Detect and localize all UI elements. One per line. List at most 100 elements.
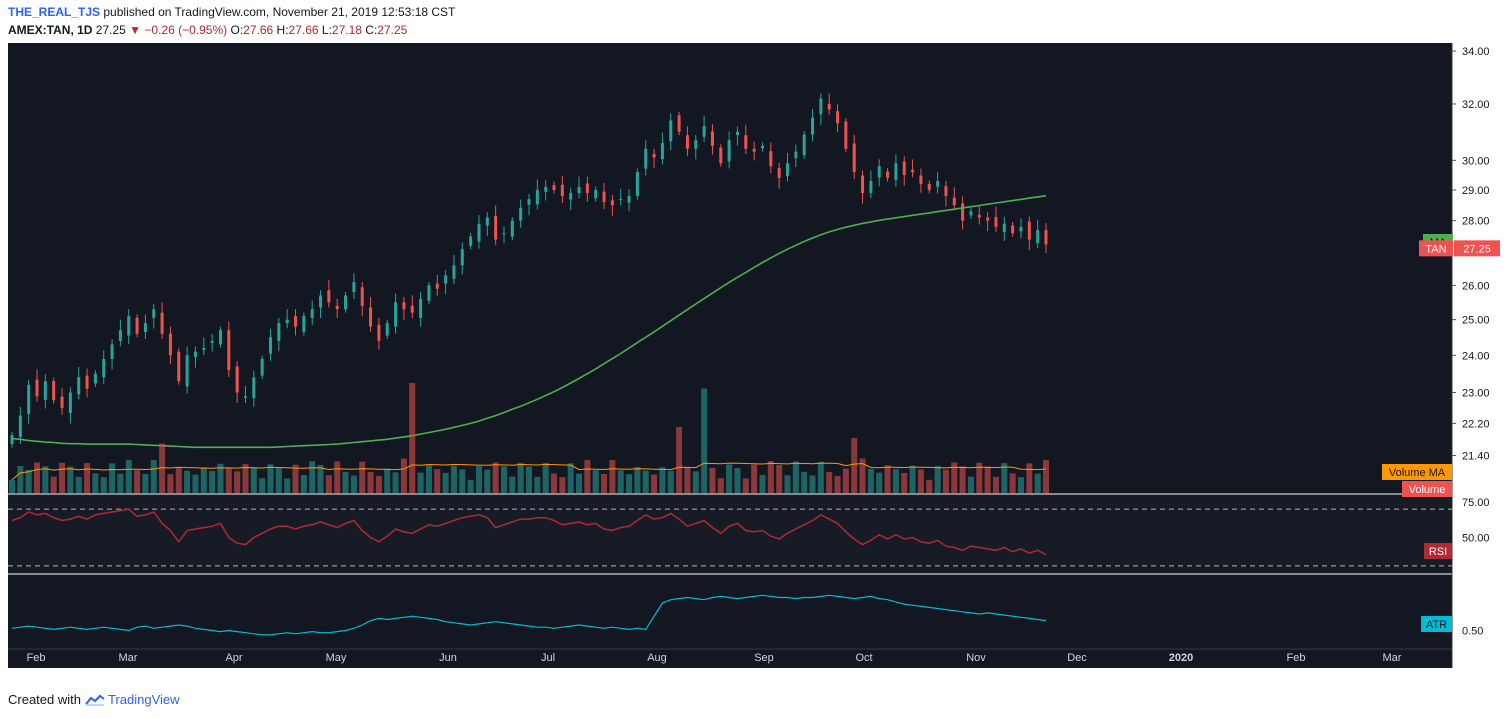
volume-bar [134,470,141,493]
volume-bar [759,475,766,493]
candle [744,135,748,149]
price-tick-label: 26.00 [1462,280,1490,292]
volume-bar [942,469,949,493]
volume-bar [342,471,349,493]
candle [344,295,348,310]
volume-bar [676,427,683,493]
volume-bar [142,473,149,493]
volume-bar [209,471,216,493]
volume-bar [267,464,274,493]
tradingview-brand[interactable]: TradingView [85,692,180,707]
chart-canvas[interactable]: 34.00 32.00 30.00 29.00 28.00 26.00 25.00 24.00… [0,40,1508,684]
candle [1011,225,1015,234]
candle [627,196,631,203]
tan-label: TAN [1425,243,1446,255]
candle [152,309,156,318]
last-price-tag [1454,240,1500,257]
close-value: 27.25 [377,23,408,37]
volume-bar [392,472,399,493]
close-label: C: [365,23,378,37]
time-tick-label: Jul [541,652,555,664]
volume-bar [292,464,299,493]
price-tick-label: 34.00 [1462,46,1490,58]
published-text: published on TradingView.com, November 2… [103,5,456,19]
volume-bar [192,474,199,493]
volume-bar [325,475,332,493]
candle [185,355,189,387]
volume-bar [1001,463,1008,493]
candle [886,171,890,178]
time-tick-label: Mar [119,652,138,664]
time-tick-label: Apr [225,652,242,664]
candle [60,396,64,408]
volume-bar [50,476,57,493]
price-tick-label: 29.00 [1462,185,1490,197]
volume-bar [934,465,941,493]
volume-bar [642,470,649,493]
volume-bar [826,472,833,493]
candle [385,323,389,336]
volume-bar [1017,477,1024,493]
volume-ma-label: Volume MA [1389,467,1446,479]
candle [252,377,256,399]
volume-bar [442,472,449,493]
candle [410,305,414,313]
volume-bar [576,473,583,493]
volume-bar [467,479,474,493]
candle [1044,230,1048,245]
price-tick-label: 22.20 [1462,418,1490,430]
candle [193,351,197,358]
volume-bar [509,476,516,493]
candle [861,175,865,193]
volume-bar [734,468,741,493]
price-tick-label: 28.00 [1462,216,1490,228]
candle [469,236,473,246]
author-name[interactable]: THE_REAL_TJS [8,5,101,19]
volume-bar [584,459,591,493]
volume-bar [259,478,266,493]
time-tick-label: Feb [1287,652,1306,664]
volume-bar [776,464,783,493]
price-tick-label: 21.40 [1462,450,1490,462]
candle [811,117,815,135]
high-label: H: [276,23,289,37]
volume-bar [159,443,166,493]
volume-bar [659,467,666,493]
tan-tag [1419,240,1453,257]
candle [452,265,456,279]
candle [168,333,172,356]
volume-bar [842,468,849,493]
candle [68,392,72,414]
volume-bar [701,388,708,493]
volume-bar [959,466,966,493]
candle [894,163,898,180]
candle [836,111,840,124]
volume-bar [375,475,382,493]
rsi-label: RSI [1429,546,1447,558]
volume-bar [526,466,532,493]
volume-bar [367,472,374,493]
volume-bar [184,470,191,493]
open-label: O: [230,23,244,37]
volume-bar [984,466,991,493]
price-tick-label: 24.00 [1462,350,1490,362]
volume-bar [684,467,691,493]
volume-bar [634,467,641,493]
candle [786,163,789,177]
volume-bar [559,477,566,493]
volume-bar [175,467,182,493]
volume-bar [42,466,49,493]
candle [702,126,706,137]
candle [519,208,523,221]
candle [994,217,998,227]
candle [77,377,81,395]
candle [427,285,431,301]
time-tick-label: Feb [27,652,46,664]
volume-bar [217,463,224,493]
atr-label: ATR [1426,619,1447,631]
volume-bar [542,463,549,493]
candle [269,337,272,354]
candle [677,115,681,132]
atr-tag [1421,616,1452,632]
rsi-tag [1424,543,1452,559]
